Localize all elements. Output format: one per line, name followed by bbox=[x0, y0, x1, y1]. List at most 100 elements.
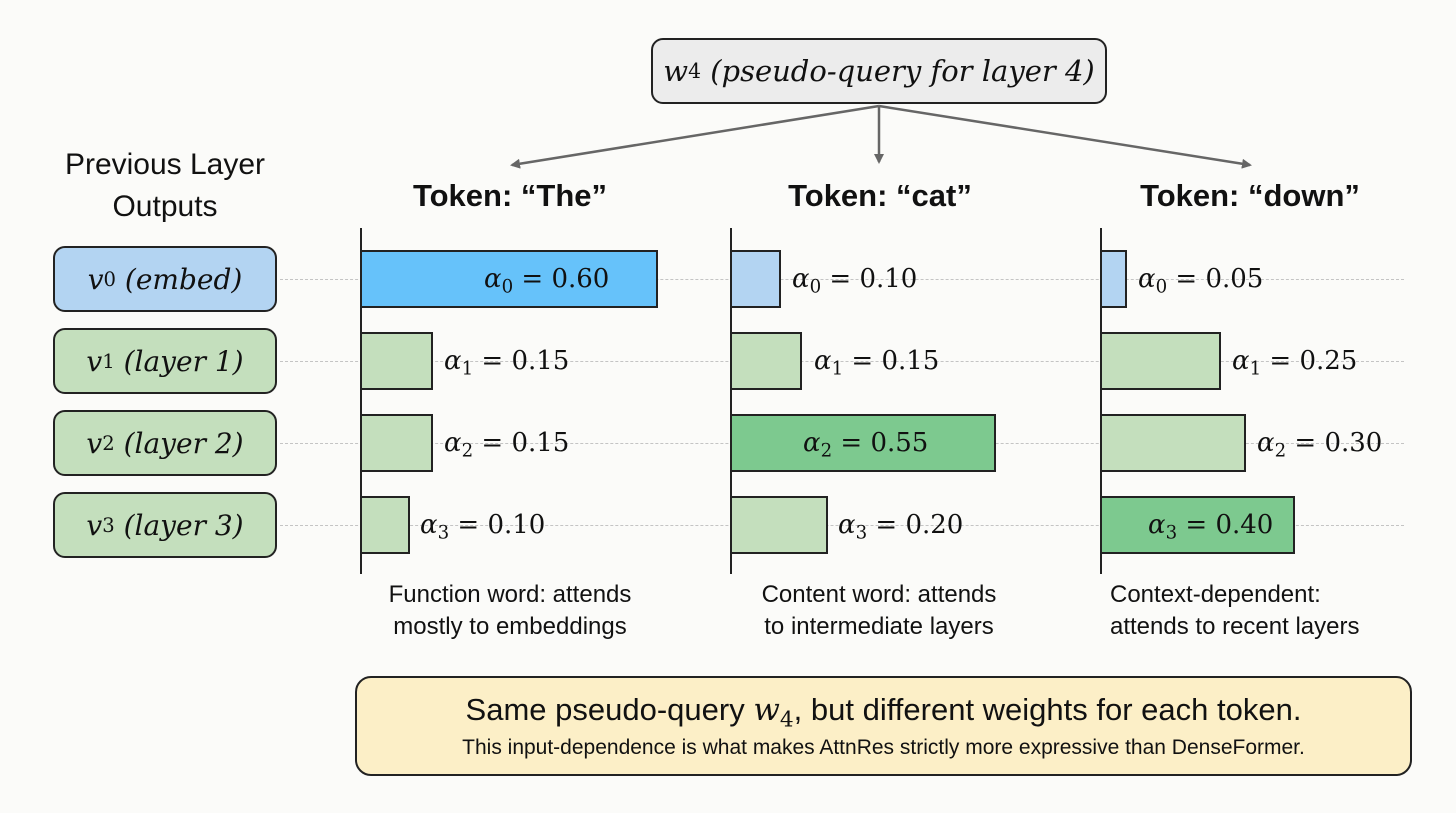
bar-the-a1 bbox=[362, 332, 433, 390]
summary-suffix: , but different weights for each token. bbox=[793, 692, 1302, 727]
summary-prefix: Same pseudo-query bbox=[465, 692, 754, 727]
arrow-to-down bbox=[878, 104, 1252, 169]
caption-cat: Content word: attends to intermediate la… bbox=[720, 579, 1038, 643]
column-title-cat: Token: “cat” bbox=[788, 178, 972, 213]
query-subscript: 4 bbox=[688, 59, 701, 83]
layer-symbol: v bbox=[86, 344, 103, 378]
caption-line-2: mostly to embeddings bbox=[393, 613, 627, 640]
alpha-sub: 2 bbox=[820, 440, 833, 462]
label-cat-a2: α2 = 0.55 bbox=[803, 414, 928, 472]
alpha-symbol: α bbox=[444, 428, 462, 458]
label-cat-a0: α0 = 0.10 bbox=[792, 250, 917, 308]
alpha-value: = 0.30 bbox=[1286, 428, 1383, 458]
alpha-value: = 0.55 bbox=[832, 428, 929, 458]
label-the-a2: α2 = 0.15 bbox=[444, 414, 569, 472]
bar-down-a2 bbox=[1102, 414, 1246, 472]
summary-subscript: 4 bbox=[779, 707, 794, 733]
layer-symbol: v bbox=[86, 508, 103, 542]
caption-down: Context-dependent: attends to recent lay… bbox=[1110, 579, 1400, 643]
alpha-sub: 0 bbox=[501, 276, 514, 298]
axis-cat bbox=[730, 228, 732, 574]
column-title-the: Token: “The” bbox=[412, 178, 608, 213]
alpha-symbol: α bbox=[420, 510, 438, 540]
label-down-a2: α2 = 0.30 bbox=[1257, 414, 1382, 472]
layer-subscript: 3 bbox=[102, 513, 115, 537]
alpha-sub: 1 bbox=[461, 358, 474, 380]
label-cat-a1: α1 = 0.15 bbox=[814, 332, 939, 390]
alpha-sub: 0 bbox=[1155, 276, 1168, 298]
label-down-a0: α0 = 0.05 bbox=[1138, 250, 1263, 308]
alpha-value: = 0.05 bbox=[1167, 264, 1264, 294]
alpha-symbol: α bbox=[444, 346, 462, 376]
axis-the bbox=[360, 228, 362, 574]
alpha-symbol: α bbox=[1257, 428, 1275, 458]
column-title-down: Token: “down” bbox=[1140, 178, 1360, 213]
alpha-symbol: α bbox=[803, 428, 821, 458]
layer-label: (layer 3) bbox=[123, 508, 244, 542]
alpha-sub: 1 bbox=[1249, 358, 1262, 380]
bar-the-a2 bbox=[362, 414, 433, 472]
bar-the-a0 bbox=[362, 250, 658, 308]
previous-layer-outputs-title: Previous Layer Outputs bbox=[40, 144, 290, 228]
alpha-value: = 0.10 bbox=[449, 510, 546, 540]
label-down-a1: α1 = 0.25 bbox=[1232, 332, 1357, 390]
label-the-a3: α3 = 0.10 bbox=[420, 496, 545, 554]
alpha-value: = 0.15 bbox=[473, 346, 570, 376]
arrow-to-the bbox=[510, 104, 880, 169]
alpha-symbol: α bbox=[792, 264, 810, 294]
alpha-value: = 0.40 bbox=[1177, 510, 1274, 540]
layer-label: (layer 2) bbox=[123, 426, 244, 460]
bar-cat-a1 bbox=[732, 332, 802, 390]
caption-line-1: Content word: attends bbox=[761, 581, 997, 608]
label-the-a1: α1 = 0.15 bbox=[444, 332, 569, 390]
alpha-value: = 0.20 bbox=[867, 510, 964, 540]
layer-symbol: v bbox=[87, 262, 104, 296]
bar-down-a0 bbox=[1102, 250, 1127, 308]
layer-label: (embed) bbox=[124, 262, 243, 296]
alpha-symbol: α bbox=[484, 264, 502, 294]
row-guide-v1 bbox=[280, 361, 1404, 362]
alpha-symbol: α bbox=[1138, 264, 1156, 294]
bar-down-a3 bbox=[1102, 496, 1295, 554]
alpha-value: = 0.15 bbox=[473, 428, 570, 458]
title-line-1: Previous Layer bbox=[64, 148, 266, 181]
layer-symbol: v bbox=[86, 426, 103, 460]
axis-down bbox=[1100, 228, 1102, 574]
row-guide-v3 bbox=[280, 525, 1404, 526]
alpha-sub: 3 bbox=[855, 522, 868, 544]
alpha-sub: 2 bbox=[461, 440, 474, 462]
caption-the: Function word: attends mostly to embeddi… bbox=[350, 579, 670, 643]
alpha-value: = 0.25 bbox=[1261, 346, 1358, 376]
layer-label: (layer 1) bbox=[123, 344, 244, 378]
caption-line-1: Context-dependent: bbox=[1110, 581, 1321, 608]
label-down-a3: α3 = 0.40 bbox=[1148, 496, 1273, 554]
title-line-2: Outputs bbox=[112, 190, 218, 223]
alpha-sub: 1 bbox=[831, 358, 844, 380]
summary-symbol: w bbox=[753, 692, 780, 728]
bar-cat-a0 bbox=[732, 250, 781, 308]
alpha-value: = 0.10 bbox=[821, 264, 918, 294]
alpha-sub: 3 bbox=[437, 522, 450, 544]
summary-main-text: Same pseudo-query w4, but different weig… bbox=[357, 692, 1410, 733]
label-the-a0: α0 = 0.60 bbox=[484, 250, 609, 308]
alpha-symbol: α bbox=[1232, 346, 1250, 376]
query-symbol: w bbox=[663, 54, 689, 88]
summary-subtext: This input-dependence is what makes Attn… bbox=[462, 736, 1305, 759]
alpha-symbol: α bbox=[814, 346, 832, 376]
alpha-symbol: α bbox=[838, 510, 856, 540]
alpha-sub: 2 bbox=[1274, 440, 1287, 462]
bar-cat-a2 bbox=[732, 414, 996, 472]
layer-subscript: 0 bbox=[103, 267, 116, 291]
caption-line-2: to intermediate layers bbox=[764, 613, 994, 640]
bar-the-a3 bbox=[362, 496, 410, 554]
alpha-value: = 0.15 bbox=[843, 346, 940, 376]
alpha-symbol: α bbox=[1148, 510, 1166, 540]
query-label: (pseudo-query for layer 4) bbox=[710, 54, 1095, 88]
summary-box: Same pseudo-query w4, but different weig… bbox=[355, 676, 1412, 776]
row-guide-v0 bbox=[280, 279, 1404, 280]
